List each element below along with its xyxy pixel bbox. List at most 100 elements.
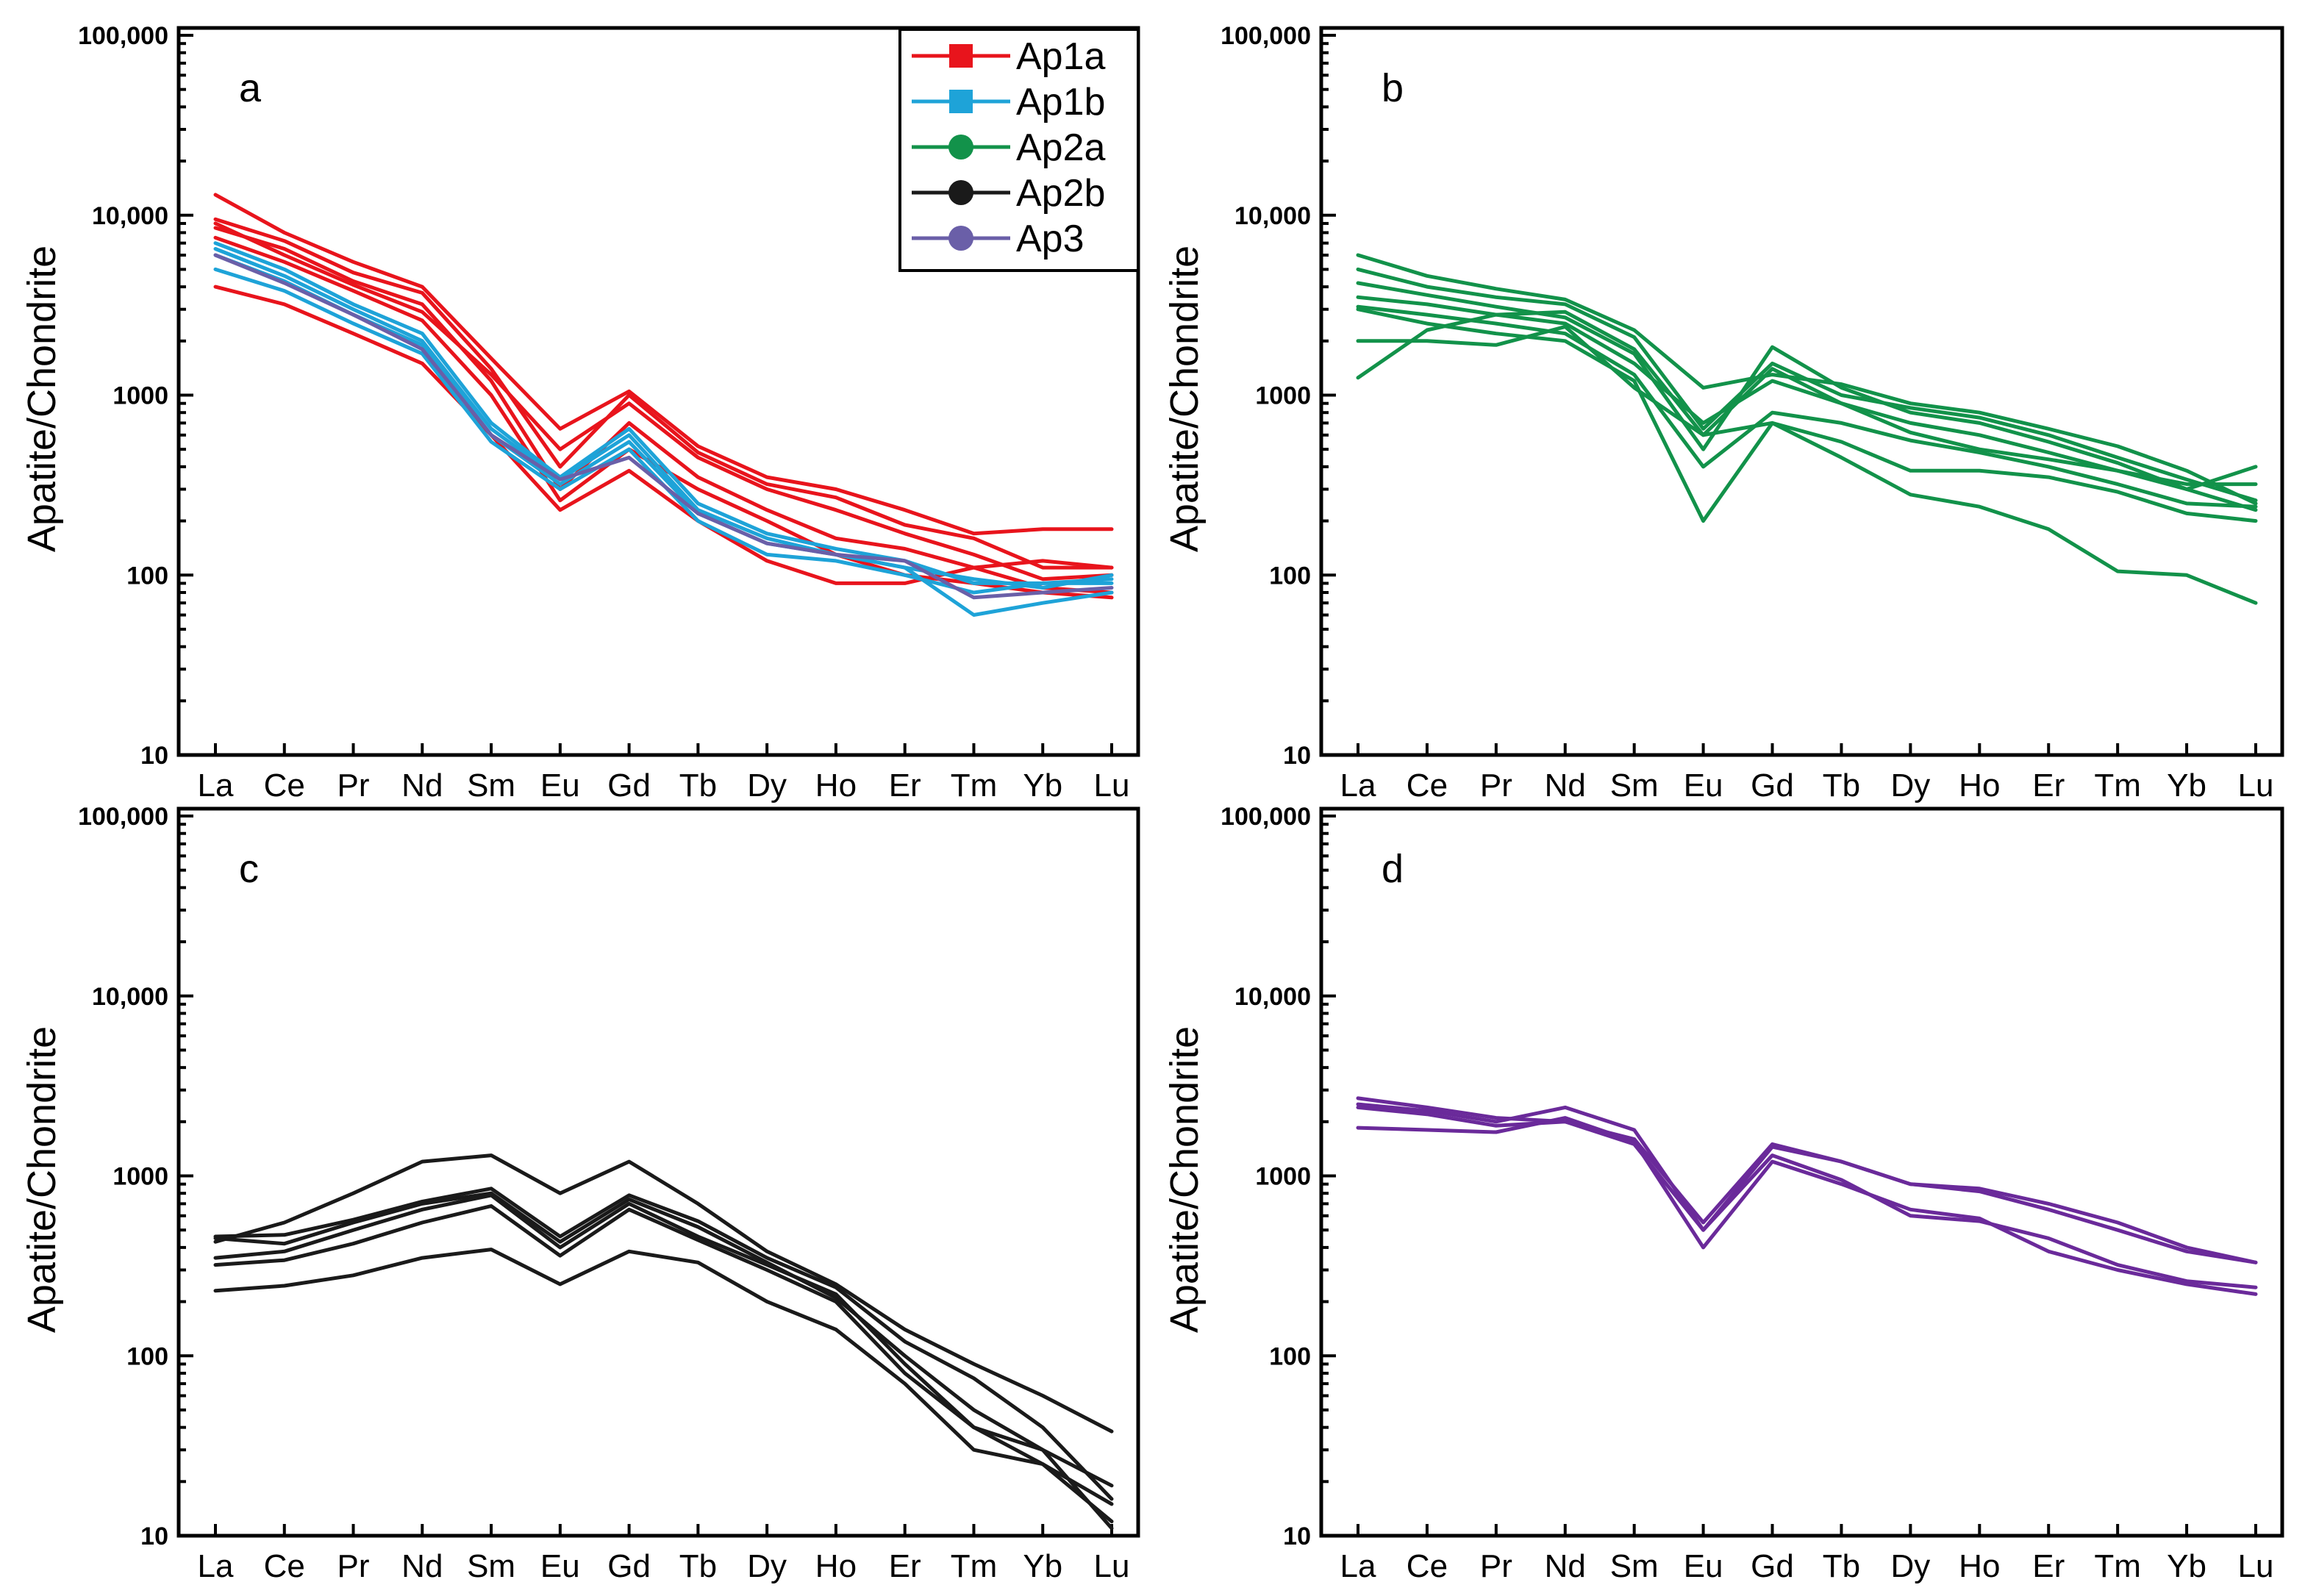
x-tick-label: Lu bbox=[2238, 767, 2274, 804]
x-tick-label: Lu bbox=[1094, 1548, 1130, 1584]
y-tick-label: 1000 bbox=[112, 1163, 168, 1191]
series-line-Ap2a bbox=[1356, 309, 2258, 491]
x-tick-label: La bbox=[1340, 767, 1376, 804]
x-tick-label: Ce bbox=[1407, 1548, 1448, 1584]
y-tick-label: 1000 bbox=[1255, 382, 1311, 410]
x-tick-label: Ce bbox=[264, 1548, 305, 1584]
series-line-Ap2b bbox=[213, 1204, 1114, 1531]
panel-label: a bbox=[239, 66, 262, 110]
y-tick-label: 10 bbox=[1283, 742, 1311, 770]
x-tick-label: Gd bbox=[607, 1548, 651, 1584]
plot-frame bbox=[1319, 806, 2284, 1538]
x-tick-label: Dy bbox=[1890, 1548, 1930, 1584]
series-line-Ap3 bbox=[213, 253, 1114, 600]
series-line-Ap1a bbox=[213, 285, 1114, 585]
y-tick-label: 100,000 bbox=[78, 22, 168, 50]
x-tick-label: Ce bbox=[1407, 767, 1448, 804]
x-tick-label: Er bbox=[889, 767, 921, 804]
y-tick-label: 10,000 bbox=[1234, 202, 1311, 230]
series-line-Ap2a bbox=[1356, 267, 2258, 503]
y-tick-label: 100,000 bbox=[1221, 22, 1311, 50]
x-tick-label: Gd bbox=[1751, 1548, 1794, 1584]
series-line-Ap1b bbox=[213, 247, 1114, 590]
series-line-Ap2a bbox=[1356, 307, 2258, 523]
x-tick-label: Ho bbox=[1959, 767, 2000, 804]
x-tick-label: Yb bbox=[2167, 767, 2206, 804]
x-tick-label: Lu bbox=[1094, 767, 1130, 804]
y-axis-title: Apatite/Chondrite bbox=[1162, 246, 1207, 552]
panel-label: c bbox=[239, 847, 259, 891]
y-tick-label: 100,000 bbox=[1221, 803, 1311, 831]
legend-label: Ap3 bbox=[1016, 218, 1084, 260]
y-axis-title: Apatite/Chondrite bbox=[1162, 1026, 1207, 1333]
x-tick-label: Yb bbox=[1023, 1548, 1062, 1584]
y-tick-label: 10 bbox=[140, 742, 168, 770]
plot-frame bbox=[176, 806, 1140, 1538]
series-line-Ap2a bbox=[1356, 295, 2258, 487]
legend-label: Ap1a bbox=[1016, 35, 1106, 78]
panel-d: 10 100 1000 10,000 100,000 La Ce Pr Nd Sm Eu Gd Tb Dy… bbox=[1162, 803, 2284, 1584]
series-line-Ap1a bbox=[213, 221, 1114, 581]
legend-label: Ap2b bbox=[1016, 172, 1105, 215]
x-tick-label: Dy bbox=[1890, 767, 1930, 804]
x-tick-label: Eu bbox=[540, 1548, 580, 1584]
series-line-Ap2b bbox=[213, 1187, 1114, 1501]
x-tick-label: Ce bbox=[264, 767, 305, 804]
y-tick-label: 100 bbox=[126, 1342, 168, 1370]
x-tick-label: Tm bbox=[2094, 1548, 2141, 1584]
x-tick-label: Pr bbox=[1480, 1548, 1512, 1584]
x-tick-label: Ho bbox=[815, 767, 857, 804]
x-tick-label: Tb bbox=[679, 1548, 717, 1584]
x-tick-label: La bbox=[198, 1548, 234, 1584]
legend-item-Ap1a: Ap1a bbox=[912, 35, 1106, 78]
y-tick-label: 10,000 bbox=[1234, 983, 1311, 1011]
y-tick-label: 10,000 bbox=[92, 983, 168, 1011]
x-tick-label: Yb bbox=[2167, 1548, 2206, 1584]
legend-box bbox=[898, 28, 1140, 272]
series-line-Ap1a bbox=[213, 193, 1114, 536]
x-tick-label: Lu bbox=[2238, 1548, 2274, 1584]
legend-marker bbox=[949, 44, 973, 68]
x-tick-label: Sm bbox=[467, 767, 515, 804]
x-tick-label: Eu bbox=[540, 767, 580, 804]
x-tick-label: Tb bbox=[1823, 767, 1860, 804]
series-line-Ap1a bbox=[213, 235, 1114, 600]
x-tick-label: Er bbox=[889, 1548, 921, 1584]
x-tick-label: Er bbox=[2032, 1548, 2065, 1584]
panel-label: d bbox=[1382, 847, 1404, 891]
x-tick-label: Nd bbox=[401, 1548, 443, 1584]
y-tick-label: 100 bbox=[1269, 562, 1311, 590]
x-tick-label: Tm bbox=[951, 1548, 998, 1584]
x-tick-label: Sm bbox=[1610, 767, 1659, 804]
x-tick-label: Sm bbox=[1610, 1548, 1659, 1584]
legend-marker bbox=[948, 135, 973, 160]
x-tick-label: Pr bbox=[337, 1548, 370, 1584]
series-line-Ap3 bbox=[1356, 1102, 2258, 1264]
x-tick-label: Tm bbox=[951, 767, 998, 804]
x-tick-label: Nd bbox=[401, 767, 443, 804]
x-tick-label: Gd bbox=[1751, 767, 1794, 804]
x-tick-label: Gd bbox=[607, 767, 651, 804]
series-line-Ap2b bbox=[213, 1248, 1114, 1506]
x-tick-label: Dy bbox=[747, 1548, 787, 1584]
panel-a: 10 100 1000 10,000 100,000 La Ce Pr Nd Sm Eu Gd Tb Dy… bbox=[20, 22, 1140, 804]
series-line-Ap1a bbox=[213, 226, 1114, 595]
x-tick-label: Eu bbox=[1684, 1548, 1723, 1584]
x-tick-label: Eu bbox=[1684, 767, 1723, 804]
y-axis-title: Apatite/Chondrite bbox=[20, 246, 64, 552]
y-tick-label: 100 bbox=[126, 562, 168, 590]
y-tick-label: 100 bbox=[1269, 1342, 1311, 1370]
series-line-Ap2a bbox=[1356, 304, 2258, 509]
legend-marker bbox=[948, 226, 973, 251]
x-tick-label: Yb bbox=[1023, 767, 1062, 804]
series-line-Ap2a bbox=[1356, 281, 2258, 512]
series-line-Ap3 bbox=[1356, 1116, 2258, 1296]
series-line-Ap3 bbox=[1356, 1105, 2258, 1289]
panel-c: 10 100 1000 10,000 100,000 La Ce Pr Nd Sm Eu Gd Tb Dy… bbox=[20, 803, 1140, 1584]
series-line-Ap2b bbox=[213, 1153, 1114, 1434]
legend-item-Ap2b: Ap2b bbox=[912, 172, 1105, 215]
x-tick-label: Ho bbox=[1959, 1548, 2000, 1584]
series-line-Ap1b bbox=[213, 241, 1114, 585]
legend-item-Ap1b: Ap1b bbox=[912, 81, 1105, 124]
